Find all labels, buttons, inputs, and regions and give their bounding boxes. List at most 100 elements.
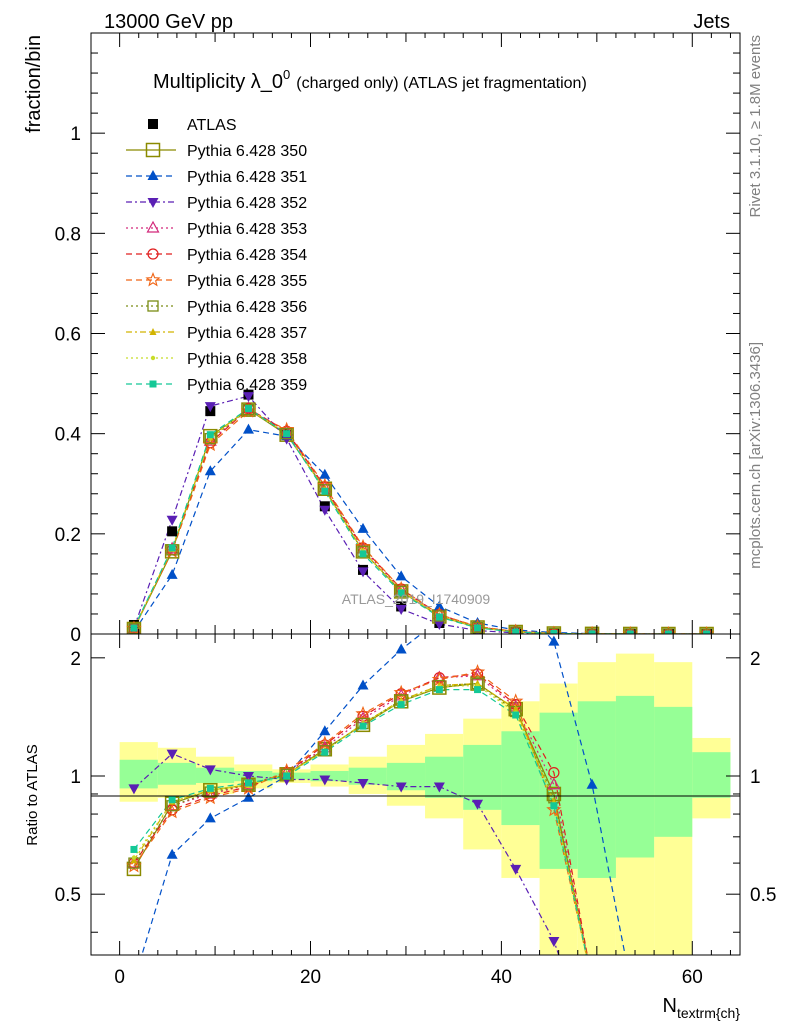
legend-marker	[148, 119, 158, 129]
ratio-point	[355, 705, 371, 721]
legend-label: Pythia 6.428 352	[187, 195, 307, 212]
x-tick-label: 0	[114, 967, 125, 988]
series-point	[433, 600, 445, 611]
series-line	[133, 395, 707, 634]
legend-marker	[149, 328, 157, 335]
ratio-point	[589, 977, 596, 984]
legend-label: Pythia 6.428 357	[187, 325, 307, 342]
legend-marker	[145, 142, 161, 158]
ratio-point	[283, 772, 291, 780]
chart-title-main: Multiplicity λ_0	[153, 71, 283, 93]
series-point	[242, 392, 254, 403]
ratio-point	[472, 799, 484, 810]
legend-entry: Pythia 6.428 355	[126, 271, 307, 290]
legend-marker	[147, 170, 159, 180]
ratio-uncertainty-bands	[119, 653, 731, 955]
series-point	[204, 465, 216, 476]
series-point	[242, 423, 254, 434]
series-point	[395, 570, 407, 581]
band-green-bin	[425, 756, 464, 798]
ratio-point	[586, 778, 598, 789]
ratio-point	[665, 977, 672, 984]
ratio-series-line	[133, 684, 588, 955]
band-green-bin	[157, 762, 196, 785]
series-point	[204, 402, 216, 413]
y-tick-label: 0.8	[55, 224, 81, 245]
ratio-point	[357, 679, 369, 690]
ratio-point	[625, 975, 636, 985]
ratio-point	[702, 976, 712, 986]
legend-label: Pythia 6.428 356	[187, 299, 307, 316]
series-point	[664, 630, 672, 634]
ratio-tick-label-left: 1	[70, 767, 81, 788]
band-green-bin	[654, 706, 693, 837]
ratio-point	[625, 976, 635, 986]
ratio-point	[395, 782, 407, 793]
ratio-point	[663, 975, 674, 985]
x-axis-label-sub: textrm{ch}	[677, 1005, 740, 1021]
ratio-point	[474, 686, 482, 694]
series-point	[130, 624, 138, 632]
ratio-point	[550, 802, 558, 810]
ratio-point	[128, 784, 140, 795]
band-green-bin	[577, 701, 616, 878]
series-point	[283, 430, 291, 438]
x-axis-label-main: N	[663, 995, 677, 1017]
ratio-point	[628, 979, 632, 983]
legend-entry: Pythia 6.428 350	[126, 142, 307, 160]
series-point	[319, 468, 331, 479]
ratio-point	[586, 975, 598, 987]
y-tick-label: 0	[70, 625, 81, 646]
ratio-point	[627, 978, 634, 985]
series-point	[474, 624, 482, 632]
legend-label: ATLAS	[187, 117, 237, 134]
legend-entry: Pythia 6.428 351	[126, 169, 307, 186]
y-tick-label: 0.6	[55, 325, 81, 346]
ratio-point	[624, 975, 636, 987]
ratio-point	[204, 812, 216, 823]
legend-entry: ATLAS	[148, 117, 237, 134]
band-green-bin	[539, 712, 578, 869]
header-right: Jets	[693, 11, 730, 33]
ratio-point	[512, 705, 520, 713]
series-point	[359, 550, 367, 558]
legend-entry: Pythia 6.428 356	[126, 299, 307, 316]
ratio-tick-label-right: 2	[750, 649, 761, 670]
legend-marker	[147, 300, 159, 312]
ratio-point	[703, 978, 710, 985]
legend-label: Pythia 6.428 358	[187, 351, 307, 368]
ratio-point	[662, 975, 675, 988]
x-tick-label: 20	[300, 967, 321, 988]
series-point	[168, 544, 176, 552]
ratio-point	[321, 748, 329, 756]
ratio-tick-label-right: 0.5	[750, 885, 776, 906]
axes-group: 0 20 40 60 0 0.2 0.4 0.6 0.8 1 0.5 0.5 1 1 2 2	[55, 32, 776, 988]
series-point	[203, 428, 218, 444]
ratio-point	[704, 979, 708, 983]
ratio-point	[587, 976, 597, 986]
chart-title: Multiplicity λ_00 (charged only) (ATLAS j…	[153, 67, 587, 93]
ratio-point	[131, 855, 137, 860]
legend-marker	[150, 355, 156, 361]
series-point	[700, 628, 713, 634]
ratio-point	[166, 848, 178, 859]
legend-label: Pythia 6.428 353	[187, 221, 307, 238]
x-tick-label: 60	[682, 967, 703, 988]
series-point	[433, 610, 446, 622]
ratio-point	[625, 975, 636, 985]
ratio-point	[165, 798, 179, 811]
legend: ATLAS Pythia 6.428 350 Pythia 6.428 351 Pyt…	[126, 117, 307, 394]
band-green-bin	[119, 759, 158, 789]
ratio-point	[206, 784, 214, 792]
rivet-label: Rivet 3.1.10, ≥ 1.8M events	[747, 35, 764, 218]
series-point	[435, 613, 443, 621]
series-point	[512, 628, 520, 634]
ratio-point	[168, 796, 176, 804]
ratio-point	[586, 975, 599, 988]
ratio-point	[508, 693, 524, 708]
series-point	[357, 522, 369, 533]
ratio-point	[589, 978, 596, 985]
header-left: 13000 GeV pp	[104, 11, 233, 33]
series-point	[395, 604, 407, 615]
